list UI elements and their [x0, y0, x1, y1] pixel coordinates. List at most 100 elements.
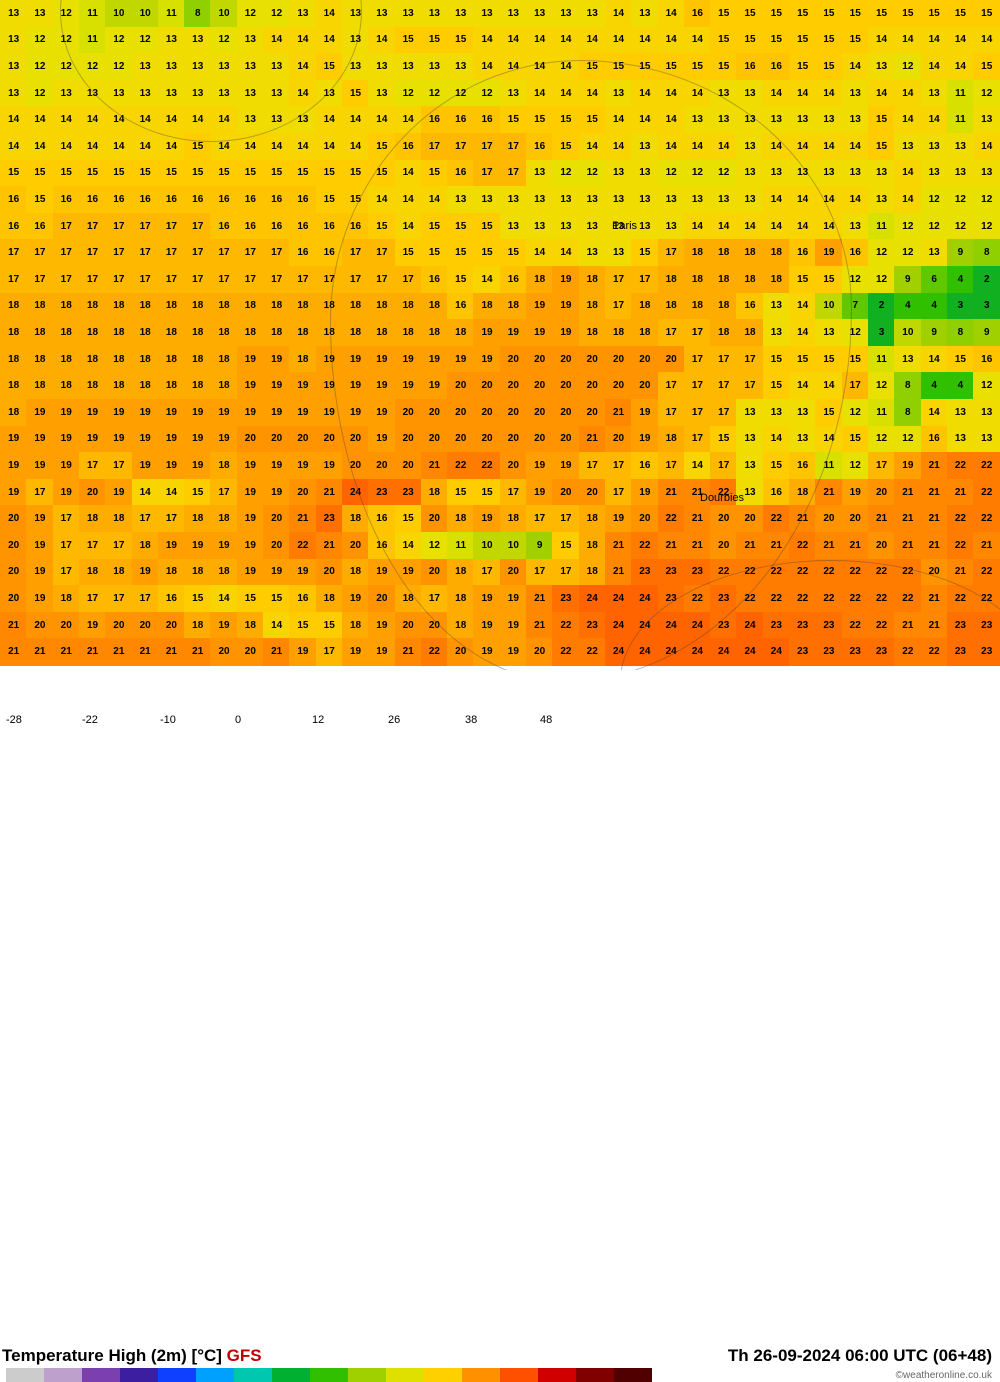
- temp-cell: 13: [973, 160, 1000, 188]
- temp-cell: 18: [447, 319, 474, 347]
- scale-swatch: [310, 1368, 348, 1382]
- temp-cell: 18: [447, 505, 474, 533]
- valid-time: Th 26-09-2024 06:00 UTC (06+48): [728, 1346, 992, 1366]
- temp-cell: 18: [237, 319, 264, 347]
- temp-cell: 9: [921, 319, 948, 347]
- temp-cell: 22: [631, 532, 658, 560]
- temp-cell: 19: [894, 452, 921, 480]
- temp-cell: 22: [973, 479, 1000, 507]
- scale-tick: 0: [235, 714, 241, 726]
- temp-cell: 17: [658, 399, 685, 427]
- temp-cell: 19: [53, 426, 80, 454]
- temp-cell: 18: [316, 319, 343, 347]
- temp-cell: 11: [815, 452, 842, 480]
- temp-cell: 4: [921, 372, 948, 400]
- temp-cell: 16: [26, 213, 53, 241]
- temp-cell: 19: [237, 399, 264, 427]
- temp-cell: 15: [26, 160, 53, 188]
- temp-cell: 15: [736, 0, 763, 28]
- temp-cell: 17: [658, 452, 685, 480]
- temp-cell: 18: [158, 559, 185, 587]
- temp-cell: 10: [105, 0, 132, 28]
- temp-cell: 18: [158, 293, 185, 321]
- temp-cell: 14: [894, 186, 921, 214]
- temp-cell: 14: [815, 133, 842, 161]
- temp-cell: 14: [79, 133, 106, 161]
- temp-cell: 11: [79, 0, 106, 28]
- temp-cell: 19: [473, 346, 500, 374]
- temp-cell: 13: [263, 80, 290, 108]
- temp-cell: 18: [105, 505, 132, 533]
- temp-cell: 18: [26, 372, 53, 400]
- temp-cell: 17: [210, 266, 237, 294]
- temp-cell: 16: [368, 532, 395, 560]
- temp-cell: 13: [921, 239, 948, 267]
- temp-cell: 15: [552, 106, 579, 134]
- temp-cell: 15: [947, 346, 974, 374]
- temp-cell: 20: [395, 399, 422, 427]
- temp-cell: 19: [631, 479, 658, 507]
- temp-cell: 23: [815, 638, 842, 666]
- temp-cell: 15: [789, 266, 816, 294]
- temp-cell: 10: [894, 319, 921, 347]
- scale-swatch: [348, 1368, 386, 1382]
- temp-cell: 14: [763, 186, 790, 214]
- scale-tick: -22: [82, 714, 98, 726]
- temp-cell: 13: [631, 213, 658, 241]
- temp-cell: 22: [736, 559, 763, 587]
- temp-cell: 13: [395, 0, 422, 28]
- temp-cell: 18: [289, 346, 316, 374]
- temp-cell: 22: [789, 532, 816, 560]
- temp-cell: 17: [26, 239, 53, 267]
- temp-cell: 17: [158, 239, 185, 267]
- temp-cell: 19: [26, 585, 53, 613]
- temp-cell: 14: [79, 106, 106, 134]
- temp-cell: 13: [210, 80, 237, 108]
- temp-cell: 14: [184, 106, 211, 134]
- temp-cell: 19: [500, 585, 527, 613]
- temp-cell: 21: [973, 532, 1000, 560]
- temp-cell: 12: [421, 80, 448, 108]
- temp-cell: 16: [158, 186, 185, 214]
- temp-cell: 18: [605, 319, 632, 347]
- temp-cell: 15: [184, 160, 211, 188]
- temp-cell: 15: [132, 160, 159, 188]
- temp-cell: 19: [237, 452, 264, 480]
- scale-swatch: [44, 1368, 82, 1382]
- temp-cell: 14: [947, 53, 974, 81]
- temp-cell: 19: [500, 638, 527, 666]
- temp-cell: 15: [710, 426, 737, 454]
- temp-cell: 21: [684, 505, 711, 533]
- temp-cell: 23: [710, 612, 737, 640]
- temp-cell: 12: [921, 213, 948, 241]
- temp-cell: 17: [605, 479, 632, 507]
- temp-cell: 22: [973, 452, 1000, 480]
- temp-cell: 17: [105, 585, 132, 613]
- scale-swatch: [158, 1368, 196, 1382]
- temp-cell: 18: [763, 239, 790, 267]
- temp-cell: 14: [789, 319, 816, 347]
- temp-cell: 13: [421, 0, 448, 28]
- temp-cell: 19: [552, 266, 579, 294]
- temp-cell: 17: [79, 532, 106, 560]
- temp-cell: 13: [631, 133, 658, 161]
- temp-cell: 24: [684, 612, 711, 640]
- temp-cell: 22: [710, 559, 737, 587]
- temp-cell: 15: [710, 53, 737, 81]
- temp-cell: 20: [526, 638, 553, 666]
- temp-cell: 8: [894, 372, 921, 400]
- temp-cell: 22: [552, 638, 579, 666]
- temp-cell: 13: [237, 106, 264, 134]
- temp-cell: 17: [658, 239, 685, 267]
- temp-cell: 20: [500, 372, 527, 400]
- temp-cell: 18: [105, 293, 132, 321]
- temp-cell: 13: [368, 53, 395, 81]
- temp-cell: 14: [973, 133, 1000, 161]
- temp-cell: 12: [26, 53, 53, 81]
- temp-cell: 14: [789, 80, 816, 108]
- temp-cell: 14: [684, 80, 711, 108]
- temp-cell: 17: [473, 160, 500, 188]
- temp-cell: 13: [447, 0, 474, 28]
- temp-cell: 20: [342, 532, 369, 560]
- temp-cell: 13: [947, 399, 974, 427]
